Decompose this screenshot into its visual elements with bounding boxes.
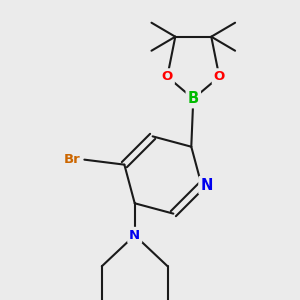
Text: N: N: [200, 178, 213, 193]
Text: O: O: [214, 70, 225, 83]
Text: Br: Br: [64, 153, 81, 166]
Text: N: N: [129, 229, 140, 242]
Text: B: B: [188, 91, 199, 106]
Text: O: O: [162, 70, 173, 83]
